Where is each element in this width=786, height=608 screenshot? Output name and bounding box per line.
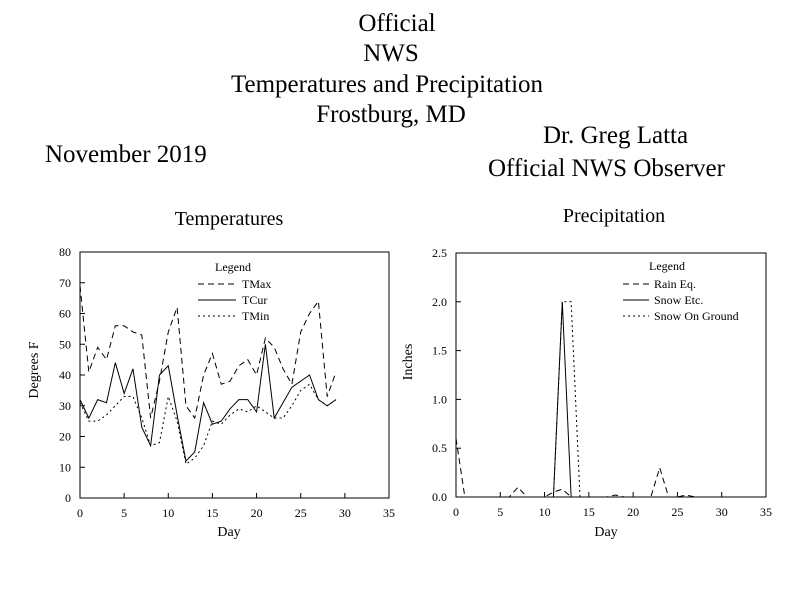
observer-title: Official NWS Observer xyxy=(488,155,725,182)
x-tick-label: 25 xyxy=(671,505,683,519)
y-tick-label: 20 xyxy=(59,430,71,444)
x-tick-label: 20 xyxy=(251,506,263,520)
x-tick-label: 0 xyxy=(453,505,459,519)
series-line xyxy=(455,438,713,498)
x-tick-label: 15 xyxy=(206,506,218,520)
x-tick-label: 0 xyxy=(77,506,83,520)
y-tick-label: 1.5 xyxy=(432,344,447,358)
y-axis-label: Degrees F xyxy=(27,341,42,398)
y-tick-label: 0.0 xyxy=(432,490,447,504)
title-line-3: Temperatures and Precipitation xyxy=(230,71,544,98)
legend-title: Legend xyxy=(215,260,251,274)
chart-title: Temperatures xyxy=(175,208,284,230)
y-tick-label: 1.0 xyxy=(432,392,447,406)
legend-label: TCur xyxy=(242,293,267,307)
y-tick-label: 70 xyxy=(59,276,71,290)
series-lines xyxy=(455,301,713,498)
report-month: November 2019 xyxy=(45,141,207,168)
y-axis-label: Inches xyxy=(401,344,416,381)
x-tick-label: 25 xyxy=(295,506,307,520)
x-axis-label: Day xyxy=(217,525,240,540)
observer-name: Dr. Greg Latta xyxy=(543,122,689,149)
series-line xyxy=(79,383,337,466)
chart-title: Precipitation xyxy=(563,205,665,227)
x-axis-ticks: 0 5 10 15 20 25 30 35 xyxy=(453,492,772,519)
x-axis-ticks: 0 5 10 15 20 25 30 35 xyxy=(77,493,395,520)
x-tick-label: 15 xyxy=(583,505,595,519)
y-tick-label: 50 xyxy=(59,337,71,351)
legend-label: Snow Etc. xyxy=(654,293,703,307)
x-tick-label: 20 xyxy=(627,505,639,519)
legend: TMax TCur TMin xyxy=(198,277,271,323)
y-axis-ticks: 0 10 20 30 40 50 60 70 80 xyxy=(59,245,85,505)
title-line-4: Frostburg, MD xyxy=(316,101,466,128)
x-tick-label: 35 xyxy=(383,506,395,520)
y-axis-ticks: 0.0 0.5 1.0 1.5 2.0 2.5 xyxy=(432,246,461,504)
y-tick-label: 60 xyxy=(59,307,71,321)
x-tick-label: 30 xyxy=(339,506,351,520)
y-tick-label: 2.0 xyxy=(432,295,447,309)
y-tick-label: 30 xyxy=(59,399,71,413)
y-tick-label: 0 xyxy=(65,491,71,505)
y-tick-label: 10 xyxy=(59,460,71,474)
series-line xyxy=(79,344,337,463)
legend-title: Legend xyxy=(649,259,685,273)
x-tick-label: 5 xyxy=(121,506,127,520)
series-lines xyxy=(79,285,337,466)
x-tick-label: 10 xyxy=(539,505,551,519)
x-tick-label: 10 xyxy=(162,506,174,520)
y-tick-label: 80 xyxy=(59,245,71,259)
legend-label: TMax xyxy=(242,277,271,291)
plot-frame xyxy=(455,252,767,498)
series-line xyxy=(456,301,713,498)
legend-label: Rain Eq. xyxy=(654,277,696,291)
y-tick-label: 40 xyxy=(59,368,71,382)
x-axis-label: Day xyxy=(594,525,617,540)
x-tick-label: 30 xyxy=(716,505,728,519)
x-tick-label: 5 xyxy=(497,505,503,519)
x-tick-label: 35 xyxy=(760,505,772,519)
y-tick-label: 2.5 xyxy=(432,246,447,260)
legend-label: Snow On Ground xyxy=(654,309,739,323)
series-line xyxy=(456,301,713,498)
series-line xyxy=(79,285,337,420)
y-tick-label: 0.5 xyxy=(432,441,447,455)
legend: Rain Eq. Snow Etc. Snow On Ground xyxy=(623,277,739,323)
title-line-1: Official xyxy=(358,10,436,37)
title-line-2: NWS xyxy=(363,40,419,67)
legend-label: TMin xyxy=(242,309,269,323)
